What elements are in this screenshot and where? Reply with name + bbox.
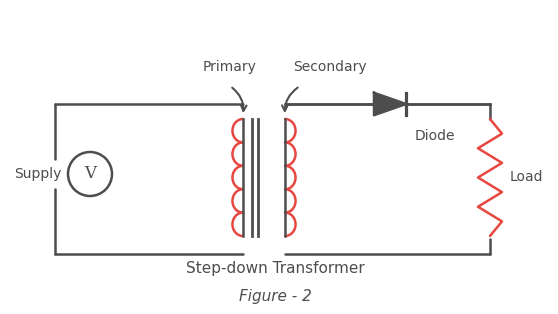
- Text: Figure - 2: Figure - 2: [239, 289, 311, 304]
- Text: Step-down Transformer: Step-down Transformer: [186, 262, 364, 277]
- Text: V: V: [84, 165, 96, 182]
- Text: Supply: Supply: [15, 167, 62, 181]
- Polygon shape: [374, 93, 406, 115]
- Text: Load: Load: [510, 170, 543, 184]
- Text: Secondary: Secondary: [293, 60, 367, 74]
- Text: Primary: Primary: [203, 60, 257, 74]
- Text: Diode: Diode: [415, 129, 455, 143]
